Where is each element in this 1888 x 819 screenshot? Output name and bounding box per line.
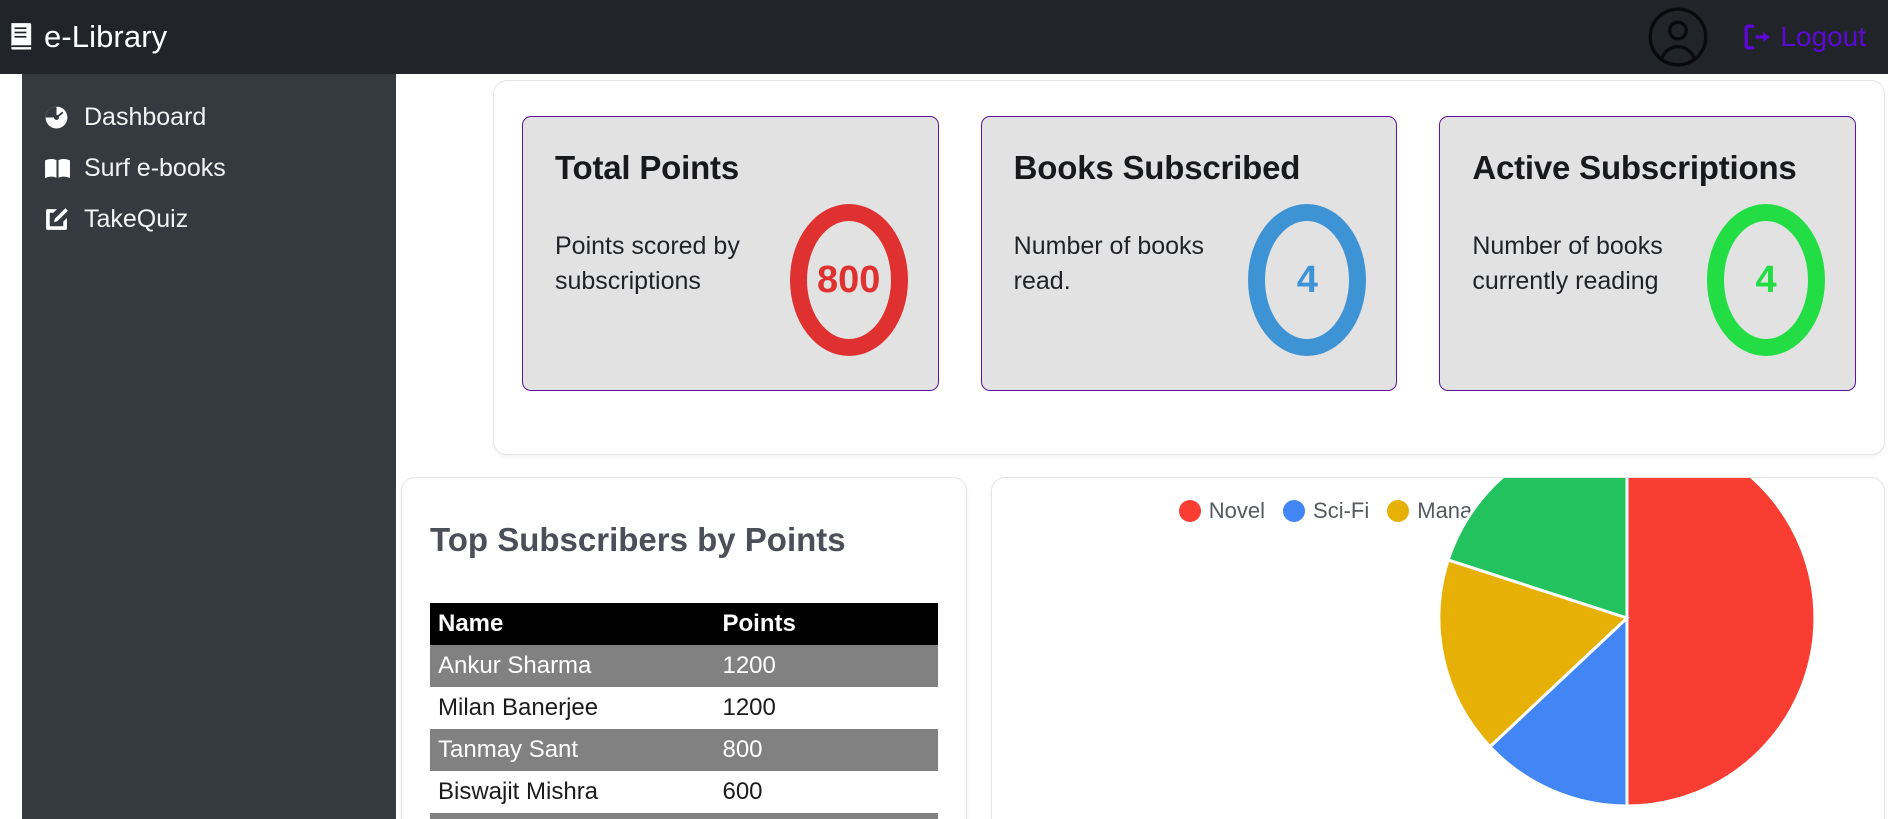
top-subscribers-table: Name Points Ankur Sharma 1200 Milan Bane… — [430, 603, 938, 819]
stat-body: Number of books currently reading — [1472, 229, 1825, 298]
table-row[interactable]: Biswajit Mishra 600 — [430, 771, 938, 813]
cell-points: 600 — [722, 778, 763, 805]
top-navbar: e-Library Logout — [0, 0, 1888, 74]
stat-value: 800 — [816, 258, 881, 301]
brand-logo[interactable]: e-Library — [8, 19, 167, 55]
logout-label: Logout — [1780, 21, 1866, 52]
legend-swatch-icon — [1283, 500, 1306, 522]
sign-out-icon — [1743, 24, 1771, 50]
legend-item-scifi[interactable]: Sci-Fi — [1283, 498, 1369, 524]
stat-value-ring: 4 — [1248, 204, 1367, 356]
sidebar-item-dashboard[interactable]: Dashboard — [22, 92, 396, 143]
stat-value: 4 — [1296, 258, 1318, 301]
stat-description: Number of books currently reading — [1472, 232, 1663, 295]
stat-card-books-subscribed: Books Subscribed Number of books read. 4 — [980, 116, 1398, 391]
sidebar-item-label: TakeQuiz — [84, 205, 189, 233]
sidebar-item-label: Surf e-books — [84, 154, 226, 182]
pie-chart-area — [992, 478, 1884, 819]
sidebar-item-takequiz[interactable]: TakeQuiz — [22, 194, 396, 245]
cell-points: 800 — [714, 729, 938, 771]
table-row[interactable]: Ankur Sharma 1200 — [430, 645, 938, 687]
stat-value-ring: 4 — [1707, 204, 1826, 356]
pie-slice[interactable] — [1446, 478, 1629, 621]
top-subscribers-panel: Top Subscribers by Points Name Points An… — [401, 477, 967, 819]
pie-slice[interactable] — [1625, 478, 1817, 808]
column-header-points: Points — [714, 603, 938, 645]
main-content: Total Points Points scored by subscripti… — [396, 74, 1888, 819]
cell-points: 200 — [714, 813, 938, 819]
book-icon — [8, 22, 34, 52]
stat-value-ring: 800 — [789, 204, 908, 356]
pie-slice[interactable] — [1487, 614, 1629, 808]
category-pie-chart-panel: Novel Sci-Fi Management : Technical — [991, 477, 1885, 819]
user-circle-icon[interactable] — [1647, 6, 1709, 68]
legend-swatch-icon — [1178, 500, 1201, 522]
legend-label: Sci-Fi — [1313, 498, 1370, 523]
stats-panel: Total Points Points scored by subscripti… — [493, 80, 1885, 455]
cell-name: Tanmay Sant — [430, 729, 715, 771]
cell-name: Preeti Rathod — [430, 813, 715, 819]
sidebar: Dashboard Surf e-books TakeQuiz — [22, 74, 396, 819]
open-book-icon — [44, 157, 72, 180]
pie-slice[interactable] — [1437, 558, 1630, 749]
table-row[interactable]: Tanmay Sant 800 — [430, 729, 938, 771]
tachometer-icon — [44, 105, 72, 130]
column-header-name: Name — [430, 603, 715, 645]
brand-title: e-Library — [44, 19, 168, 54]
stat-value: 4 — [1755, 258, 1777, 301]
pie-chart[interactable] — [1427, 478, 1827, 818]
logout-button[interactable]: Logout — [1743, 21, 1866, 53]
pen-square-icon — [44, 207, 72, 232]
stat-title: Total Points — [555, 149, 739, 186]
stat-card-total-points: Total Points Points scored by subscripti… — [522, 116, 939, 391]
panel-title: Top Subscribers by Points — [430, 521, 846, 558]
table-header: Name Points — [430, 603, 938, 645]
cell-points: 1200 — [714, 645, 938, 687]
table-row[interactable]: Milan Banerjee 1200 — [430, 687, 938, 729]
cell-name: Biswajit Mishra — [438, 778, 599, 805]
table-body: Ankur Sharma 1200 Milan Banerjee 1200 Ta… — [430, 645, 938, 819]
cell-name: Ankur Sharma — [430, 645, 715, 687]
stat-title: Books Subscribed — [1013, 149, 1301, 186]
stat-title: Active Subscriptions — [1472, 149, 1797, 186]
table-header-row: Name Points — [430, 603, 938, 645]
navbar-actions: Logout — [1647, 6, 1888, 68]
cell-name: Milan Banerjee — [438, 694, 599, 721]
legend-swatch-icon — [1387, 500, 1410, 522]
stat-body: Points scored by subscriptions — [555, 229, 908, 298]
stat-description: Points scored by subscriptions — [555, 232, 740, 295]
table-row[interactable]: Preeti Rathod 200 — [430, 813, 938, 819]
stat-description: Number of books read. — [1013, 232, 1205, 295]
stat-body: Number of books read. — [1014, 229, 1367, 298]
stats-row: Total Points Points scored by subscripti… — [494, 81, 1884, 426]
legend-item-novel[interactable]: Novel — [1178, 498, 1266, 524]
cell-points: 1200 — [722, 694, 776, 721]
sidebar-item-label: Dashboard — [84, 103, 207, 131]
legend-label: Novel — [1208, 498, 1266, 523]
sidebar-item-surf-ebooks[interactable]: Surf e-books — [22, 143, 396, 194]
stat-card-active-subscriptions: Active Subscriptions Number of books cur… — [1439, 116, 1857, 391]
